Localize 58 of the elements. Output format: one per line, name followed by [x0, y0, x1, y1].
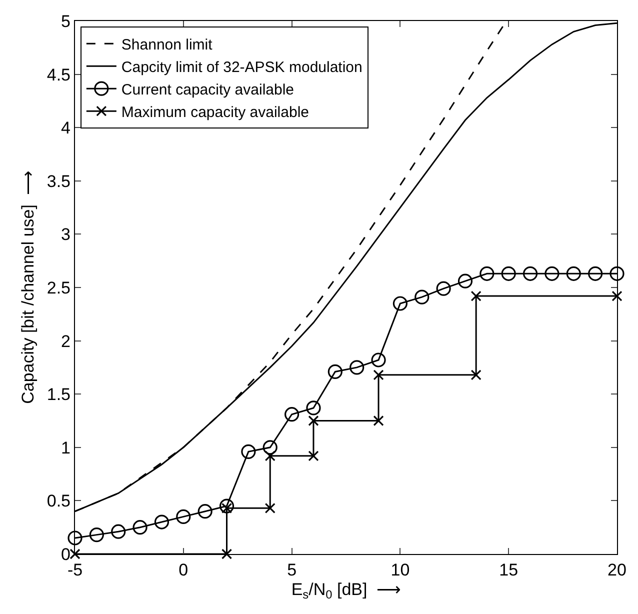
point — [328, 364, 342, 380]
point — [480, 266, 494, 281]
y-tick-label: 3.5 — [46, 172, 70, 191]
y-tick-label: 0.5 — [46, 492, 70, 511]
point — [610, 266, 624, 281]
point — [470, 290, 482, 302]
point — [70, 548, 80, 560]
y-axis-title: Capacity [bit /channel use] ⟶ — [18, 171, 38, 404]
y-tick-label: 3 — [61, 225, 70, 244]
point — [241, 444, 256, 459]
y-tick-label: 2.5 — [46, 278, 70, 298]
legend-label: Capcity limit of 32-APSK modulation — [121, 58, 362, 76]
point — [501, 266, 516, 281]
x-tick-label: 15 — [499, 560, 518, 580]
point — [306, 400, 321, 416]
point — [262, 440, 278, 455]
point — [392, 296, 408, 311]
point — [111, 524, 126, 539]
point — [68, 530, 82, 546]
x-tick-label: 5 — [287, 560, 297, 580]
legend-label: Shannon limit — [121, 36, 214, 54]
point — [350, 360, 364, 375]
point — [132, 520, 148, 535]
point — [154, 514, 170, 530]
point — [373, 370, 384, 380]
point — [284, 407, 300, 422]
point — [566, 266, 581, 281]
point — [176, 509, 191, 524]
point — [89, 528, 104, 542]
point — [470, 370, 482, 380]
y-tick-label: 4.5 — [46, 65, 70, 84]
point — [264, 450, 276, 462]
y-tick-label: 5 — [61, 12, 70, 31]
point — [221, 548, 232, 560]
y-tick-label: 4 — [61, 118, 70, 138]
point — [198, 504, 212, 519]
point — [308, 450, 319, 462]
point — [371, 352, 386, 368]
point — [436, 281, 451, 296]
x-tick-label: 20 — [608, 560, 626, 580]
legend-label: Current capacity available — [121, 81, 294, 98]
x-tick-label: 0 — [178, 560, 188, 580]
point — [522, 266, 538, 281]
point — [544, 266, 560, 281]
y-tick-label: 1 — [61, 438, 70, 458]
point — [458, 274, 473, 288]
y-tick-label: 2 — [61, 332, 70, 351]
point — [588, 266, 603, 281]
point — [373, 415, 384, 426]
legend-label: Maximum capacity available — [121, 104, 309, 121]
point — [612, 290, 622, 302]
point — [414, 290, 430, 304]
point — [219, 498, 234, 514]
y-tick-label: 1.5 — [46, 385, 70, 404]
x-axis-title: E$_{s}$/N$_{0}$ [dB] ⟶ — [291, 580, 401, 602]
point — [308, 415, 319, 426]
x-tick-label: 10 — [390, 560, 410, 580]
point — [264, 502, 276, 514]
